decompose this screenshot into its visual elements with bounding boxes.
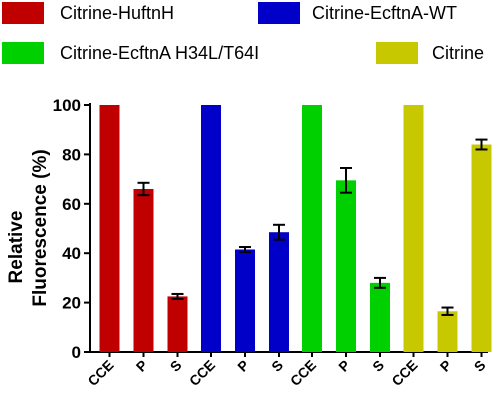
- bar: [167, 296, 188, 352]
- bar: [201, 105, 221, 352]
- x-tick-label: P: [335, 357, 353, 375]
- bar: [437, 311, 458, 352]
- x-tick-label: P: [437, 357, 455, 375]
- bar: [302, 105, 322, 352]
- y-tick-label: 20: [62, 294, 81, 313]
- bar: [403, 105, 424, 352]
- legend-swatch-citrine: [376, 42, 418, 64]
- x-tick-label: P: [133, 357, 151, 375]
- bar: [370, 282, 390, 352]
- legend-swatch-ecftna-wt: [258, 2, 300, 24]
- bar: [235, 249, 255, 352]
- y-tick-label: 40: [62, 244, 81, 263]
- bar: [133, 188, 154, 352]
- y-tick-label: 0: [72, 343, 81, 362]
- bar: [99, 105, 120, 352]
- legend-label-huftnh: Citrine-HuftnH: [60, 3, 175, 23]
- x-tick-label: S: [268, 357, 286, 375]
- legend-label-ecftna-wt: Citrine-EcftnA-WT: [312, 3, 458, 23]
- bar: [269, 232, 289, 352]
- y-axis-label-line1: Relative: [6, 211, 27, 284]
- x-tick-label: P: [234, 357, 252, 375]
- x-tick-label: S: [369, 357, 387, 375]
- x-tick-label: CCE: [287, 357, 319, 389]
- bar: [471, 144, 492, 352]
- legend-label-citrine: Citrine: [432, 43, 485, 63]
- legend-swatch-ecftna-mutant: [2, 42, 44, 64]
- bars: [99, 105, 492, 352]
- y-tick-label: 60: [62, 195, 81, 214]
- bar: [336, 180, 356, 352]
- y-axis-label-line2: Fluorescence (%): [30, 149, 51, 306]
- legend-swatch-huftnh: [2, 2, 44, 24]
- y-tick-label: 80: [62, 145, 81, 164]
- y-tick-label: 100: [53, 96, 81, 115]
- x-tick-label: CCE: [186, 357, 218, 389]
- x-tick-label: S: [167, 357, 185, 375]
- x-tick-label: CCE: [388, 357, 420, 389]
- x-tick-label: CCE: [84, 357, 116, 389]
- x-tick-label: S: [471, 357, 489, 375]
- x-tick-labels: CCE P S CCE P S CCE P S CCE P S: [84, 357, 488, 389]
- legend-label-ecftna-mutant: Citrine-EcftnA H34L/T64I: [60, 43, 260, 63]
